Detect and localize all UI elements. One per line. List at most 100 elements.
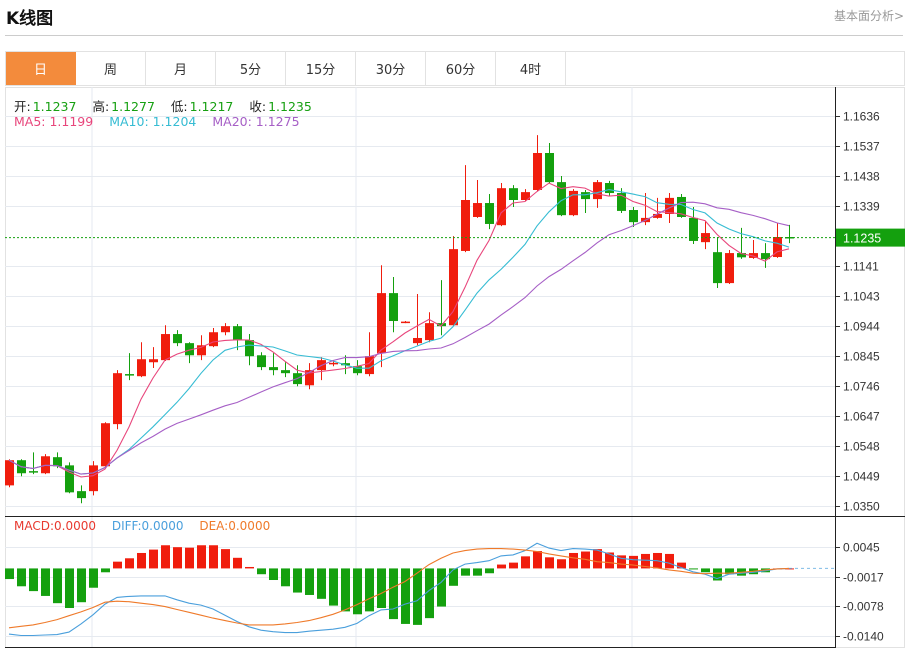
high-label: 高:: [92, 99, 110, 114]
y-axis-tick-label: 1.1141: [843, 260, 879, 274]
fundamental-analysis-link[interactable]: 基本面分析>: [833, 9, 904, 23]
candle-up: [365, 356, 374, 375]
candle-down: [581, 192, 590, 200]
y-axis-tick-label: 1.1636: [843, 110, 880, 124]
tab-week[interactable]: 周: [76, 52, 146, 85]
y-axis-tick-label: 1.1537: [843, 140, 880, 154]
candle-up: [101, 423, 110, 467]
candle-down: [545, 152, 554, 183]
candle-down: [185, 343, 194, 356]
candle-up: [533, 152, 542, 190]
candle-up: [461, 200, 470, 251]
candle-up: [377, 293, 386, 354]
macd-bar: [161, 545, 170, 569]
header-divider: [5, 35, 903, 36]
macd-bar: [401, 568, 410, 624]
page-title: K线图: [6, 9, 54, 29]
candle-down: [617, 193, 626, 211]
candle-up: [161, 334, 170, 361]
y-axis-tick-label: 1.0944: [843, 320, 880, 334]
macd-bar: [509, 562, 518, 569]
macd-bar: [269, 568, 278, 581]
macd-bar: [233, 557, 242, 569]
macd-bar: [617, 555, 626, 569]
y-axis-tick-label: 1.0548: [843, 440, 880, 454]
candle-down: [713, 252, 722, 284]
macd-axis-tick-label: 0.0045: [843, 541, 880, 555]
candle-down: [125, 374, 134, 376]
tab-month[interactable]: 月: [146, 52, 216, 85]
candle-up: [425, 323, 434, 341]
candle-down: [53, 457, 62, 467]
macd-bar: [473, 568, 482, 576]
y-axis-tick-label: 1.1438: [843, 170, 880, 184]
macd-bar: [365, 568, 374, 612]
candle-up: [5, 460, 14, 486]
candle-up: [89, 465, 98, 492]
candle-down: [557, 182, 566, 216]
candle-up: [521, 192, 530, 201]
macd-bar: [29, 568, 38, 592]
diff-line: [8, 542, 790, 637]
macd-bar: [497, 564, 506, 569]
candle-down: [605, 183, 614, 194]
tab-30min[interactable]: 30分: [356, 52, 426, 85]
macd-bar: [545, 557, 554, 569]
ma5-line: [8, 182, 790, 478]
y-axis-tick-label: 1.0647: [843, 410, 880, 424]
candle-up: [401, 321, 410, 324]
candle-down: [77, 491, 86, 499]
macd-bar: [221, 549, 230, 569]
macd-bar: [17, 568, 26, 587]
tab-day[interactable]: 日: [6, 52, 76, 85]
macd-value: MACD:0.0000: [14, 519, 97, 533]
macd-bar: [173, 547, 182, 569]
macd-bar: [449, 568, 458, 586]
macd-bar: [689, 568, 698, 570]
candle-up: [725, 253, 734, 284]
macd-axis-tick-label: -0.0078: [843, 600, 884, 614]
candle-up: [41, 456, 50, 474]
candle-down: [245, 340, 254, 357]
macd-bar: [485, 568, 494, 574]
macd-bar: [377, 568, 386, 609]
tab-5min[interactable]: 5分: [216, 52, 286, 85]
macd-bar: [281, 568, 290, 587]
candle-up: [305, 370, 314, 386]
close-label: 收:: [249, 99, 267, 114]
macd-bar: [665, 553, 674, 569]
macd-bar: [41, 568, 50, 596]
macd-bar: [581, 551, 590, 569]
tab-60min[interactable]: 60分: [426, 52, 496, 85]
macd-bar: [65, 568, 74, 609]
macd-bar: [89, 568, 98, 588]
candle-up: [113, 373, 122, 425]
candle-down: [389, 293, 398, 322]
macd-bar: [245, 566, 254, 569]
candle-down: [509, 188, 518, 201]
candle-up: [497, 188, 506, 226]
macd-bar: [101, 568, 110, 573]
macd-bar: [593, 549, 602, 569]
candle-down: [689, 217, 698, 241]
candle-down: [629, 210, 638, 223]
macd-bar: [185, 547, 194, 569]
tab-15min[interactable]: 15分: [286, 52, 356, 85]
candle-down: [761, 253, 770, 260]
macd-bar: [197, 545, 206, 569]
candle-up: [449, 249, 458, 326]
y-axis-tick-label: 1.1043: [843, 290, 880, 304]
candle-up: [197, 345, 206, 356]
macd-bar: [677, 562, 686, 569]
ma20-value: MA20: 1.1275: [212, 114, 300, 129]
macd-bar: [329, 568, 338, 606]
macd-bar: [413, 568, 422, 625]
candle-up: [569, 190, 578, 216]
macd-bar: [353, 568, 362, 615]
macd-bar: [5, 568, 14, 580]
y-axis-tick-label: 1.0350: [843, 500, 880, 514]
low-value: 1.1217: [189, 99, 234, 114]
low-label: 低:: [170, 99, 188, 114]
tab-4hour[interactable]: 4时: [496, 52, 566, 85]
